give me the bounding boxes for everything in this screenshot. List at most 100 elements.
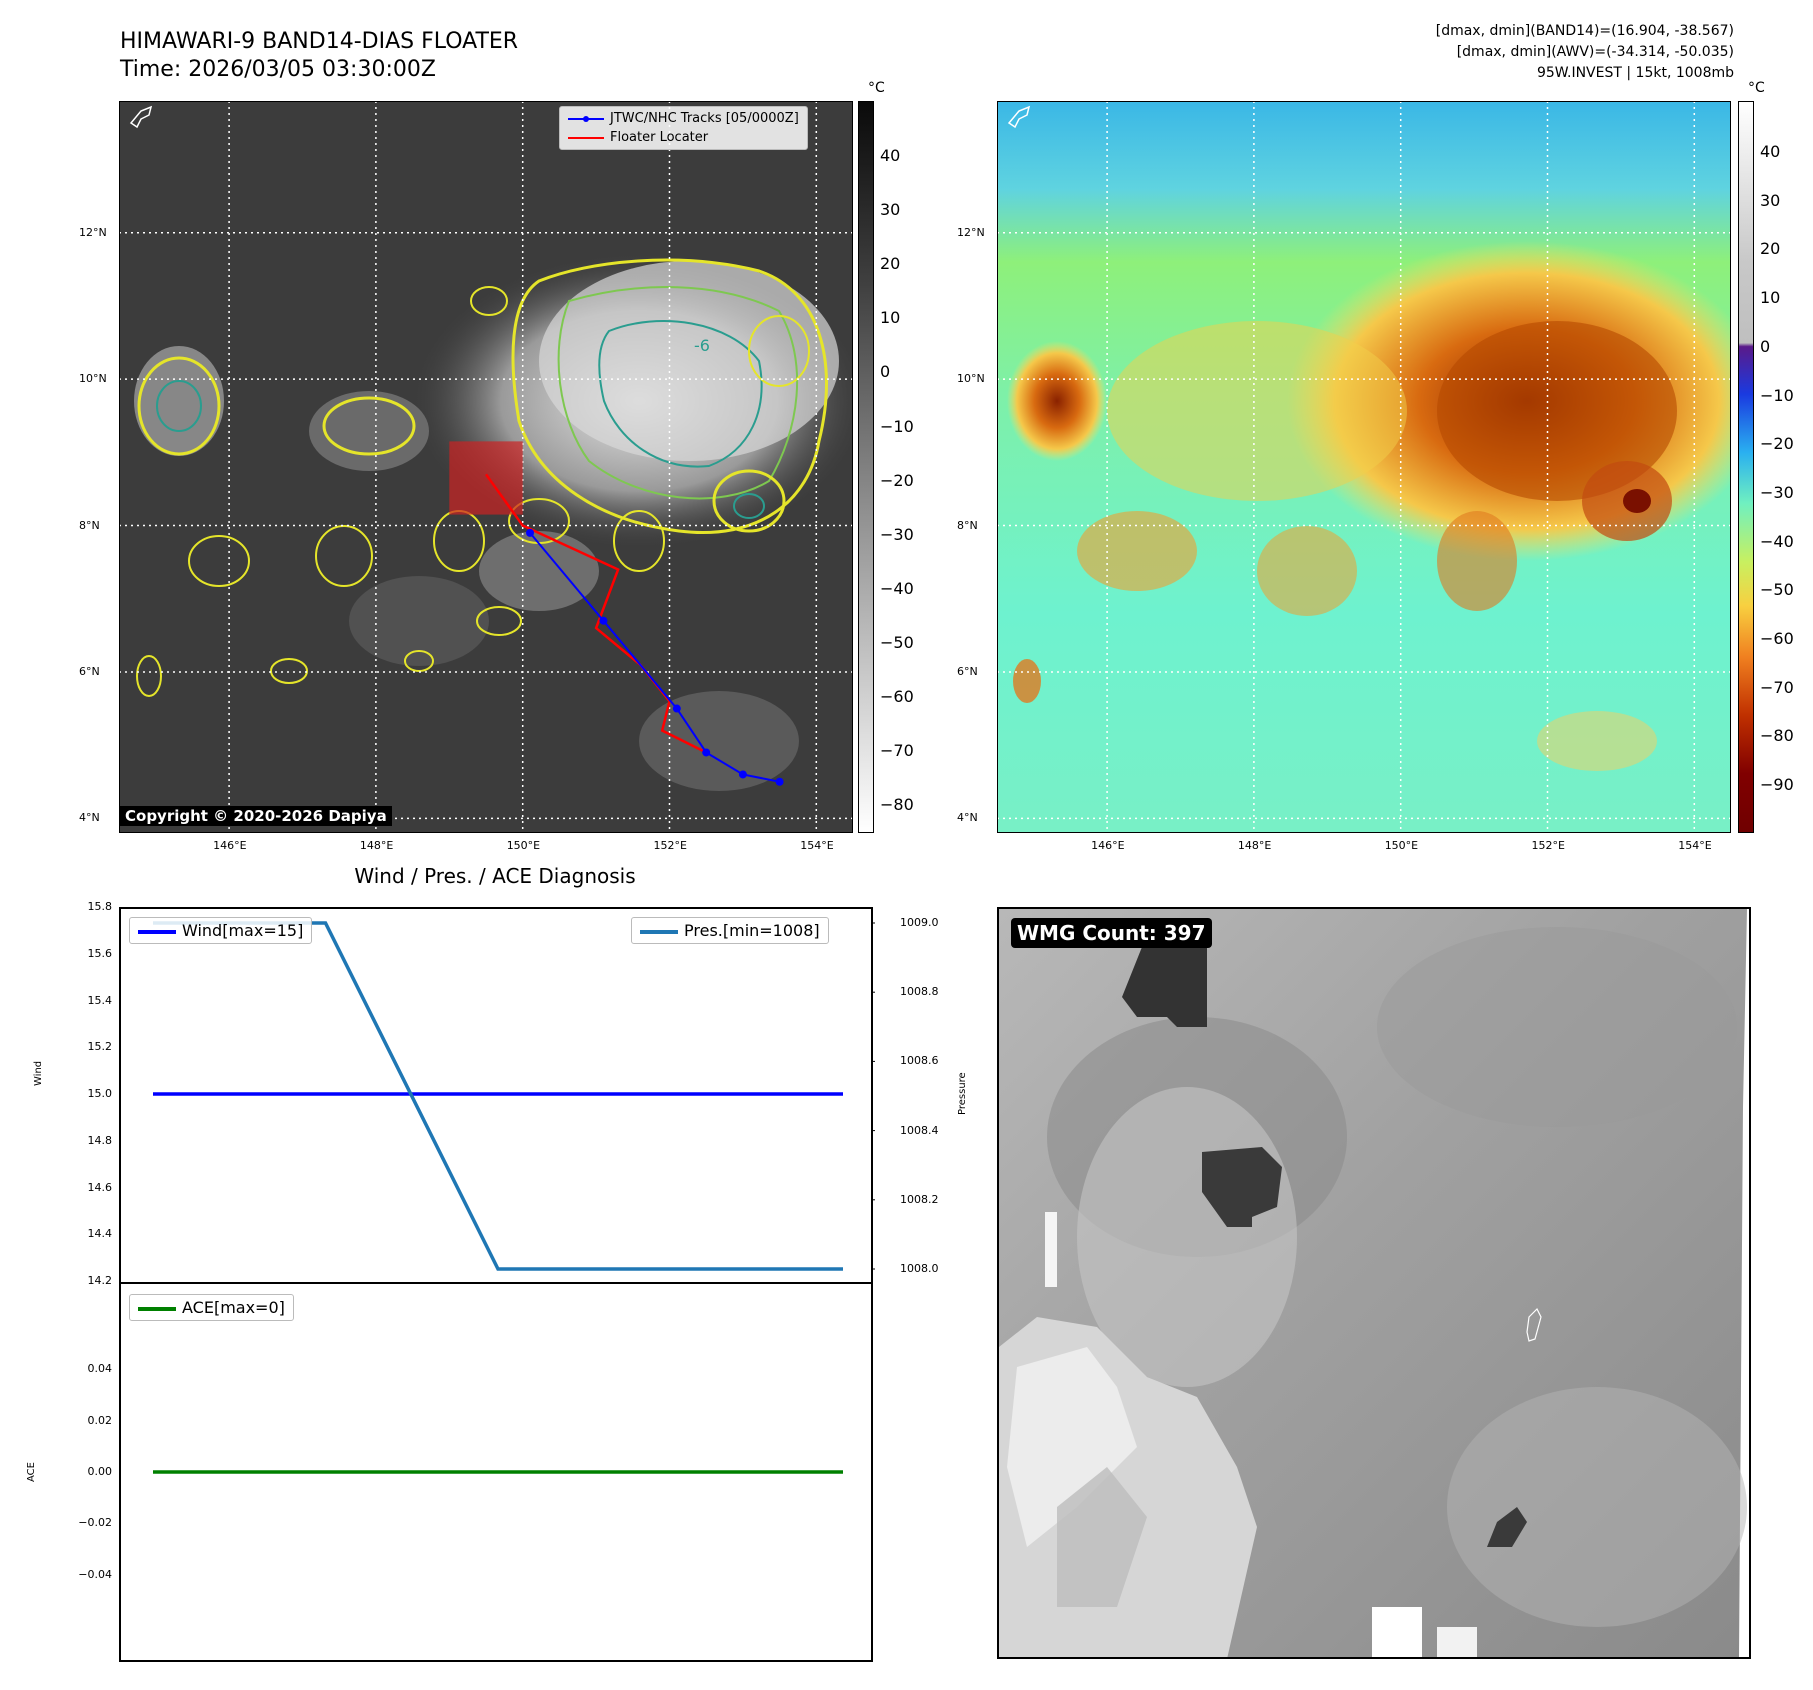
axis-tick-label: 14.8 (87, 1133, 113, 1147)
chart-time: Time: 2026/03/05 03:30:00Z (120, 57, 436, 82)
colorbar-tick-label: 40 (880, 146, 901, 165)
colorbar-tick-label: −10 (1760, 385, 1794, 405)
wind-axis-label: Wind (33, 1060, 44, 1086)
colorbar-unit-right: °C (1748, 80, 1765, 96)
colorbar-tick-label: 20 (1760, 239, 1781, 259)
colorbar-tick-label: 10 (1760, 288, 1781, 308)
floater-track-line (484, 473, 707, 754)
lat-tick-label: 10°N (957, 372, 985, 386)
lon-tick-label: 148°E (359, 839, 394, 852)
contour-label: -6 (694, 336, 710, 355)
colorbar-tick-label: 30 (880, 200, 901, 220)
lat-tick-label: 12°N (79, 225, 107, 239)
pressure-legend: Pres.[min=1008] (631, 917, 829, 944)
lat-tick-label: 8°N (957, 518, 978, 532)
lon-tick-label: 150°E (506, 839, 541, 852)
colorbar-tick-label: −40 (880, 578, 914, 598)
colorbar-tick-label: −80 (1760, 726, 1794, 746)
axis-tick-label: 15.0 (87, 1087, 113, 1100)
axis-tick-label: 15.4 (87, 993, 113, 1007)
colorbar-tick-label: −70 (880, 741, 914, 761)
legend-entry-floater: Floater Locater (568, 130, 799, 145)
colorbar-tick-label: −20 (1760, 434, 1794, 454)
axis-tick-label: 14.6 (87, 1180, 113, 1194)
colorbar-tick-label: 0 (880, 362, 891, 382)
track-point (738, 770, 747, 779)
wind-legend-label: Wind[max=15] (182, 921, 304, 940)
pressure-axis-label: Pressure (957, 1072, 968, 1115)
colorbar-tick-label: −30 (1760, 482, 1794, 502)
wmg-panel (997, 907, 1751, 1659)
legend-floater-swatch (568, 136, 604, 139)
colorbar-tick-label: −90 (1760, 775, 1794, 795)
lon-tick-label: 154°E (1678, 839, 1712, 852)
axis-tick-label: 1008.6 (900, 1054, 939, 1068)
lon-tick-label: 146°E (213, 839, 247, 852)
axis-tick-label: 1009.0 (900, 916, 939, 929)
wmg-count-badge: WMG Count: 397 (1011, 918, 1212, 948)
colorbar-tick-label: 30 (1760, 190, 1781, 210)
colorbar-tick-label: −10 (880, 416, 914, 436)
pressure-legend-label: Pres.[min=1008] (684, 921, 820, 940)
info-awv-range: [dmax, dmin](AWV)=(-34.314, -50.035) (1456, 44, 1734, 60)
wind-legend: Wind[max=15] (129, 917, 313, 944)
map-legend: JTWC/NHC Tracks [05/0000Z] Floater Locat… (559, 106, 808, 150)
track-point (702, 748, 711, 757)
awv-map (997, 101, 1731, 833)
lat-tick-label: 10°N (79, 372, 107, 386)
track-point (672, 704, 681, 713)
awv-colorbar (1738, 101, 1754, 833)
axis-tick-label: 1008.4 (900, 1123, 939, 1137)
axis-tick-label: −0.04 (78, 1567, 112, 1581)
colorbar-tick-label: −60 (880, 687, 914, 706)
lon-tick-label: 154°E (800, 839, 834, 852)
diagnosis-chart (119, 907, 875, 1662)
legend-track-swatch (568, 115, 604, 122)
axis-tick-label: 14.2 (87, 1274, 113, 1287)
lon-tick-label: 152°E (1531, 839, 1565, 852)
legend-track-label: JTWC/NHC Tracks [05/0000Z] (610, 111, 799, 126)
floater-box (449, 441, 523, 515)
colorbar-tick-label: −50 (880, 632, 914, 652)
track-point (775, 777, 784, 786)
axis-tick-label: 15.8 (87, 900, 113, 913)
legend-floater-label: Floater Locater (610, 130, 709, 145)
colorbar-tick-label: 10 (880, 308, 901, 328)
colorbar-tick-label: −30 (880, 524, 914, 544)
axis-tick-label: 1008.0 (900, 1262, 939, 1275)
ace-legend-swatch (138, 1306, 176, 1311)
axis-tick-label: 15.2 (87, 1040, 113, 1054)
axis-tick-label: 0.00 (87, 1465, 113, 1478)
axis-tick-label: 1008.2 (900, 1192, 939, 1206)
lon-tick-label: 148°E (1237, 839, 1272, 852)
lat-tick-label: 8°N (79, 518, 100, 532)
pressure-legend-swatch (640, 929, 678, 934)
colorbar-tick-label: 40 (1760, 142, 1781, 161)
info-band14-range: [dmax, dmin](BAND14)=(16.904, -38.567) (1435, 23, 1734, 39)
lon-tick-label: 146°E (1091, 839, 1125, 852)
wind-legend-swatch (138, 929, 176, 934)
axis-tick-label: 0.02 (87, 1413, 113, 1427)
ace-axis-label: ACE (26, 1462, 37, 1482)
colorbar-tick-label: 0 (1760, 336, 1771, 356)
lat-tick-label: 6°N (957, 664, 978, 678)
axis-tick-label: −0.02 (78, 1516, 112, 1530)
lat-tick-label: 4°N (957, 811, 978, 825)
band14-map: -6 (119, 101, 853, 833)
colorbar-tick-label: 20 (880, 254, 901, 274)
lat-tick-label: 12°N (957, 225, 985, 239)
axis-tick-label: 0.04 (87, 1362, 113, 1376)
lon-tick-label: 150°E (1384, 839, 1419, 852)
island-outline (129, 105, 153, 129)
ace-legend: ACE[max=0] (129, 1294, 294, 1321)
track-point (526, 528, 535, 537)
colorbar-tick-label: −20 (880, 470, 914, 490)
colorbar-tick-label: −70 (1760, 677, 1794, 697)
lon-tick-label: 152°E (653, 839, 687, 852)
colorbar-tick-label: −60 (1760, 629, 1794, 648)
lat-tick-label: 4°N (79, 811, 100, 825)
island-outline-awv (1007, 105, 1031, 129)
ace-legend-label: ACE[max=0] (182, 1298, 285, 1317)
colorbar-tick-label: −80 (880, 795, 914, 815)
colorbar-unit-left: °C (868, 80, 885, 96)
